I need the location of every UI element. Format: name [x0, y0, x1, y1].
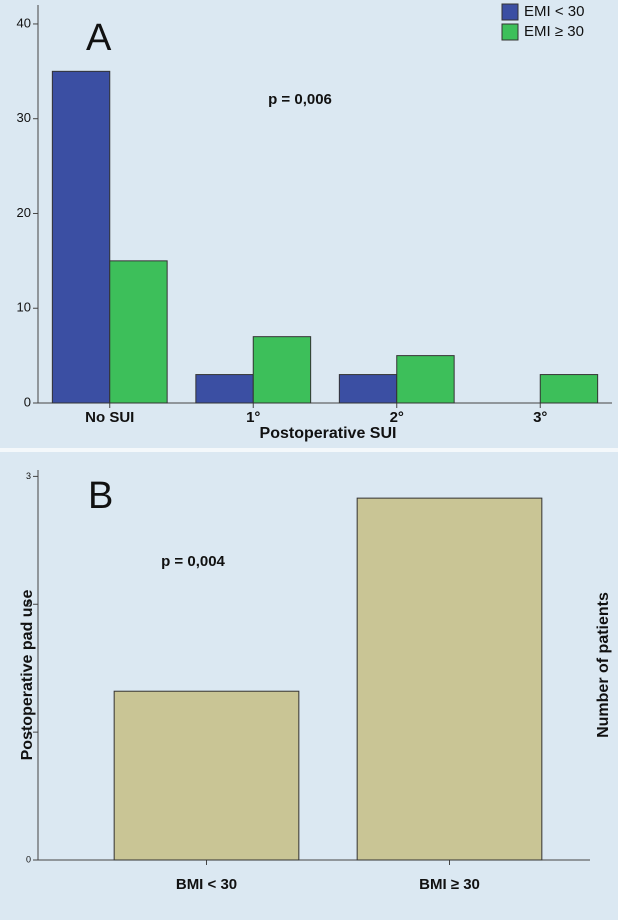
legend-swatch: [501, 3, 519, 21]
x-tick-label: BMI < 30: [176, 876, 237, 893]
annotation: p = 0,006: [268, 91, 332, 108]
legend-swatch: [501, 23, 519, 41]
x-tick-label: 2°: [390, 409, 404, 426]
y-tick-label: 1: [26, 727, 31, 737]
y-tick-label: 0: [24, 394, 31, 409]
bar: [113, 690, 300, 861]
bar: [539, 374, 599, 404]
panel-divider: [0, 448, 618, 452]
y-tick-label: 3: [26, 471, 31, 481]
x-tick-label: 3°: [533, 409, 547, 426]
bar: [51, 70, 111, 404]
right-axis-label: Number of patients: [595, 592, 612, 738]
panel-label: B: [88, 475, 113, 517]
x-tick-label: BMI ≥ 30: [419, 876, 480, 893]
legend-label: EMI < 30: [524, 3, 584, 20]
y-axis-label: Postoperative pad use: [19, 590, 36, 761]
bar: [396, 355, 455, 404]
annotation: p = 0,004: [161, 553, 225, 570]
x-tick-label: 1°: [246, 409, 260, 426]
bar: [338, 374, 398, 404]
bar: [252, 336, 312, 404]
panel-label: A: [86, 17, 112, 59]
x-axis-label: Postoperative SUI: [260, 425, 397, 442]
bar: [195, 374, 254, 404]
y-tick-label: 40: [17, 15, 31, 30]
y-tick-label: 2: [26, 599, 31, 609]
bar: [356, 497, 543, 861]
y-tick-label: 20: [17, 205, 31, 220]
y-tick-label: 30: [17, 110, 31, 125]
x-tick-label: No SUI: [85, 409, 134, 426]
legend-label: EMI ≥ 30: [524, 23, 584, 40]
y-tick-label: 0: [26, 854, 31, 864]
y-tick-label: 10: [17, 300, 31, 315]
bar: [109, 260, 168, 404]
